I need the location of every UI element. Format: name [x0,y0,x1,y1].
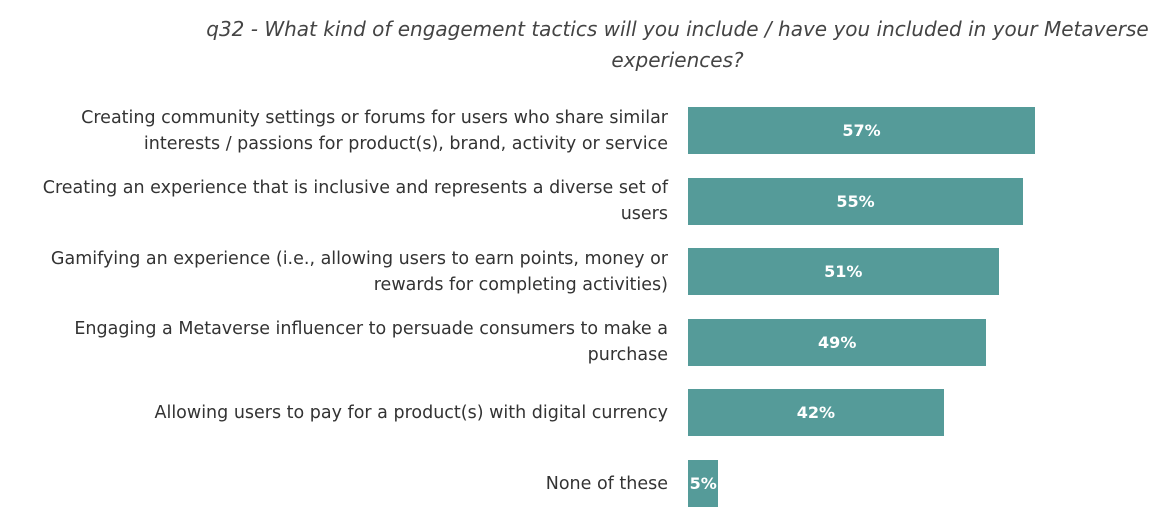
value-label: 57% [842,121,881,140]
value-label: 42% [796,403,836,423]
value-label: 55% [836,191,875,211]
category-label: Creating an experience that is inclusive… [42,178,668,225]
bar [688,248,999,296]
category-label: Allowing users to pay for a product(s) w… [154,402,668,423]
value-label: 5% [689,474,717,493]
value-label: 49% [818,332,857,352]
bar [688,318,987,366]
category-label: None of these [545,473,668,494]
bar [688,389,944,437]
bar [688,107,1036,154]
category-label: Creating community settings or forums fo… [81,107,668,154]
bar [688,460,719,507]
chart-title: q32 - What kind of engagement tactics wi… [206,17,1149,72]
category-label: Engaging a Metaverse influencer to persu… [74,319,668,366]
value-label: 51% [824,262,863,282]
bar [688,177,1023,225]
category-label: Gamifying an experience (i.e., allowing … [50,248,668,295]
